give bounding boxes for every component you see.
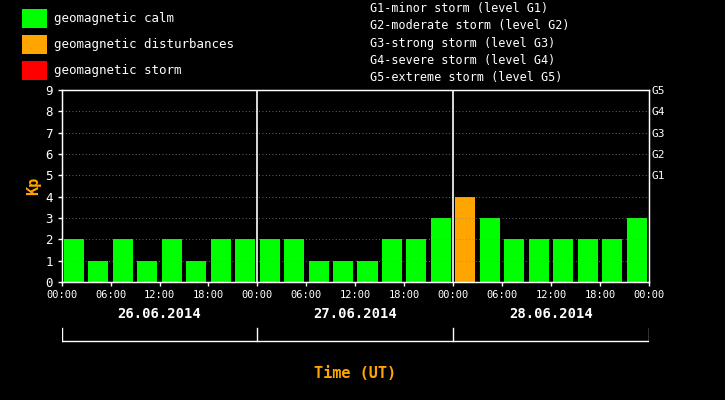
Text: Time (UT): Time (UT): [314, 366, 397, 382]
Text: G1-minor storm (level G1): G1-minor storm (level G1): [370, 2, 548, 15]
Bar: [211, 239, 231, 282]
Bar: [235, 239, 255, 282]
FancyBboxPatch shape: [22, 10, 47, 28]
Bar: [186, 261, 206, 282]
Bar: [137, 261, 157, 282]
Text: G5-extreme storm (level G5): G5-extreme storm (level G5): [370, 71, 562, 84]
Bar: [529, 239, 549, 282]
FancyBboxPatch shape: [22, 35, 47, 54]
Y-axis label: Kp: Kp: [26, 177, 41, 195]
Text: geomagnetic calm: geomagnetic calm: [54, 12, 175, 26]
Bar: [284, 239, 304, 282]
Bar: [578, 239, 597, 282]
FancyBboxPatch shape: [22, 61, 47, 80]
Bar: [455, 197, 476, 282]
Text: geomagnetic storm: geomagnetic storm: [54, 64, 182, 77]
Bar: [333, 261, 353, 282]
Text: G2-moderate storm (level G2): G2-moderate storm (level G2): [370, 19, 569, 32]
Text: G3-strong storm (level G3): G3-strong storm (level G3): [370, 36, 555, 50]
Bar: [431, 218, 451, 282]
Bar: [407, 239, 426, 282]
Bar: [64, 239, 84, 282]
Bar: [382, 239, 402, 282]
Text: 28.06.2014: 28.06.2014: [509, 307, 593, 321]
Text: 26.06.2014: 26.06.2014: [117, 307, 202, 321]
Bar: [357, 261, 378, 282]
Bar: [480, 218, 500, 282]
Bar: [626, 218, 647, 282]
Bar: [309, 261, 328, 282]
Bar: [505, 239, 524, 282]
Bar: [88, 261, 108, 282]
Text: G4-severe storm (level G4): G4-severe storm (level G4): [370, 54, 555, 67]
Bar: [602, 239, 622, 282]
Bar: [260, 239, 280, 282]
Bar: [553, 239, 573, 282]
Bar: [113, 239, 133, 282]
Bar: [162, 239, 182, 282]
Text: 27.06.2014: 27.06.2014: [313, 307, 397, 321]
Text: geomagnetic disturbances: geomagnetic disturbances: [54, 38, 234, 51]
